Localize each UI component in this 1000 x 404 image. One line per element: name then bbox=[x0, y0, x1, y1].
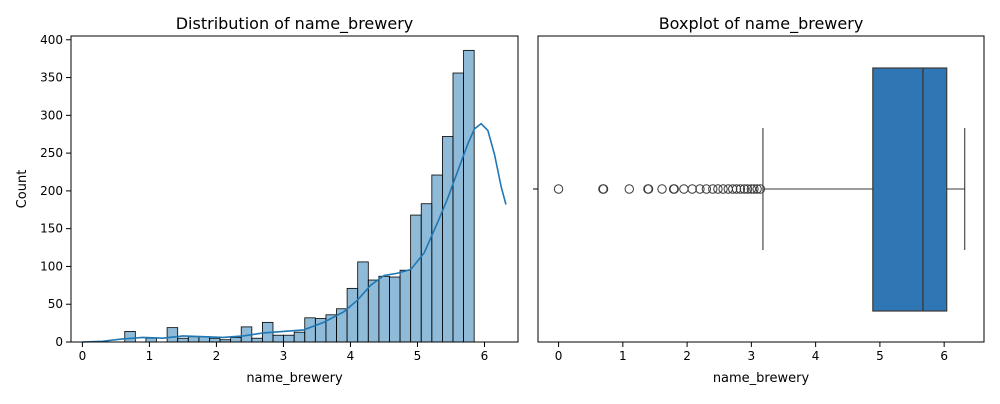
outlier-point bbox=[687, 184, 697, 194]
histogram-x-label: name_brewery bbox=[246, 371, 343, 386]
histogram-bar bbox=[272, 334, 284, 343]
outlier-point bbox=[735, 184, 746, 194]
kde-curve bbox=[82, 122, 507, 343]
boxplot-outliers bbox=[553, 184, 766, 194]
histogram-y-label: Count bbox=[15, 170, 30, 209]
histogram-bar bbox=[124, 331, 136, 343]
y-tick-label: 200 bbox=[40, 184, 63, 198]
histogram-bar bbox=[410, 214, 422, 343]
x-tick-label: 5 bbox=[876, 349, 884, 363]
histogram-bar bbox=[283, 334, 295, 343]
outlier-point bbox=[728, 184, 738, 194]
x-tick-label: 4 bbox=[812, 349, 820, 363]
histogram-bar bbox=[304, 317, 316, 343]
outlier-point bbox=[752, 184, 762, 194]
histogram-bar bbox=[452, 72, 464, 343]
outlier-point bbox=[695, 184, 705, 194]
y-tick-label: 300 bbox=[40, 108, 63, 122]
outlier-point bbox=[746, 184, 757, 194]
histogram-bar bbox=[293, 331, 306, 343]
histogram-title: Distribution of name_brewery bbox=[176, 14, 414, 34]
histogram-bar bbox=[336, 308, 348, 343]
outlier-point bbox=[713, 184, 723, 194]
x-tick-label: 6 bbox=[481, 349, 489, 363]
x-tick-label: 3 bbox=[280, 349, 288, 363]
outlier-point bbox=[718, 184, 728, 194]
y-tick-label: 150 bbox=[40, 222, 63, 236]
histogram-frame bbox=[70, 35, 519, 343]
x-tick-label: 3 bbox=[748, 349, 756, 363]
histogram-bar bbox=[463, 49, 475, 343]
x-tick-label: 2 bbox=[213, 349, 221, 363]
histogram-panel: Distribution of name_brewery 0 1 2 3 4 5 6 0 50… bbox=[15, 14, 519, 386]
boxplot-x-ticks: 0 1 2 3 4 5 6 bbox=[555, 342, 948, 363]
outlier-point bbox=[749, 184, 759, 194]
x-tick-label: 0 bbox=[79, 349, 87, 363]
x-tick-label: 1 bbox=[619, 349, 627, 363]
x-tick-label: 2 bbox=[683, 349, 691, 363]
histogram-bar bbox=[367, 279, 380, 343]
y-tick-label: 350 bbox=[40, 71, 63, 85]
y-tick-label: 400 bbox=[40, 33, 63, 47]
histogram-bar bbox=[166, 327, 179, 343]
histogram-bar bbox=[420, 203, 433, 343]
outlier-point bbox=[708, 184, 718, 194]
outlier-point bbox=[679, 184, 689, 194]
boxplot-x-label: name_brewery bbox=[713, 371, 810, 386]
histogram-bar bbox=[177, 337, 189, 343]
outlier-point bbox=[657, 184, 667, 194]
y-tick-label: 100 bbox=[40, 259, 63, 273]
histogram-bars bbox=[124, 49, 475, 343]
outlier-point bbox=[553, 184, 564, 194]
outlier-point bbox=[643, 184, 654, 194]
boxplot-frame bbox=[537, 35, 985, 343]
histogram-bar bbox=[442, 136, 454, 343]
histogram-bar bbox=[399, 269, 412, 343]
histogram-bar bbox=[378, 275, 390, 343]
outlier-point bbox=[742, 184, 753, 194]
x-tick-label: 5 bbox=[414, 349, 422, 363]
histogram-bar bbox=[145, 337, 157, 343]
boxplot-box bbox=[872, 67, 948, 312]
histogram-bar bbox=[251, 337, 263, 343]
histogram-bar bbox=[209, 337, 221, 343]
outlier-point bbox=[739, 184, 749, 194]
x-tick-label: 1 bbox=[146, 349, 154, 363]
histogram-bar bbox=[187, 336, 200, 343]
y-tick-label: 0 bbox=[55, 335, 63, 349]
outlier-point bbox=[669, 184, 679, 194]
histogram-bar bbox=[346, 287, 359, 343]
boxplot-title: Boxplot of name_brewery bbox=[659, 14, 864, 34]
boxplot-panel: Boxplot of name_brewery 0 1 2 3 4 5 6 name_bre… bbox=[533, 14, 985, 386]
histogram-bar bbox=[230, 337, 242, 343]
outlier-point bbox=[624, 184, 634, 194]
histogram-x-ticks: 0 1 2 3 4 5 6 bbox=[79, 342, 489, 363]
histogram-y-ticks: 0 50 100 150 200 250 300 350 400 bbox=[40, 33, 71, 349]
histogram-bar bbox=[389, 276, 401, 343]
x-tick-label: 0 bbox=[555, 349, 563, 363]
outlier-point bbox=[701, 184, 712, 194]
outlier-point bbox=[731, 184, 742, 194]
x-tick-label: 4 bbox=[347, 349, 355, 363]
outlier-point bbox=[598, 184, 609, 194]
x-tick-label: 6 bbox=[940, 349, 948, 363]
histogram-bar bbox=[357, 261, 369, 343]
y-tick-label: 250 bbox=[40, 146, 63, 160]
y-tick-label: 50 bbox=[48, 297, 63, 311]
histogram-bar bbox=[431, 174, 443, 343]
